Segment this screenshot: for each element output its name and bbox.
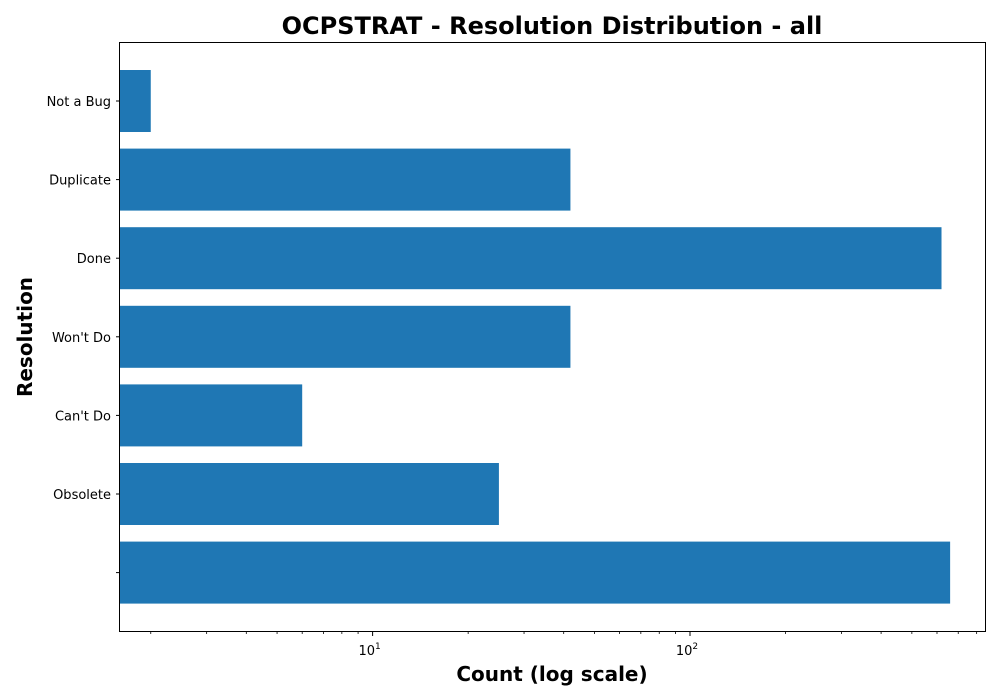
y-tick-label: Obsolete	[53, 488, 111, 503]
chart-title: OCPSTRAT - Resolution Distribution - all	[282, 12, 823, 40]
bar-unlabeled	[120, 541, 951, 604]
bar-won-t-do	[120, 305, 571, 368]
y-tick-label: Won't Do	[52, 331, 111, 346]
x-axis-ticks: 101 102	[150, 631, 978, 659]
bar-done	[120, 227, 942, 290]
bars-group	[120, 70, 951, 604]
plot-area-frame	[119, 42, 986, 632]
y-axis-label: Resolution	[13, 277, 37, 397]
y-tick-label: Done	[77, 252, 111, 267]
y-axis-ticks: Not a Bug Duplicate Done Won't Do Can't Do Ob…	[47, 95, 120, 574]
bar-can-t-do	[120, 384, 303, 447]
x-tick-label: 101	[358, 642, 380, 659]
bar-duplicate	[120, 148, 571, 211]
y-tick-label: Duplicate	[49, 174, 111, 189]
bar-not-a-bug	[120, 70, 151, 132]
bar-obsolete	[120, 463, 499, 525]
x-axis-label: Count (log scale)	[456, 662, 647, 686]
y-tick-label: Can't Do	[55, 409, 111, 424]
y-tick-label: Not a Bug	[47, 95, 111, 110]
x-tick-label: 102	[676, 642, 698, 659]
